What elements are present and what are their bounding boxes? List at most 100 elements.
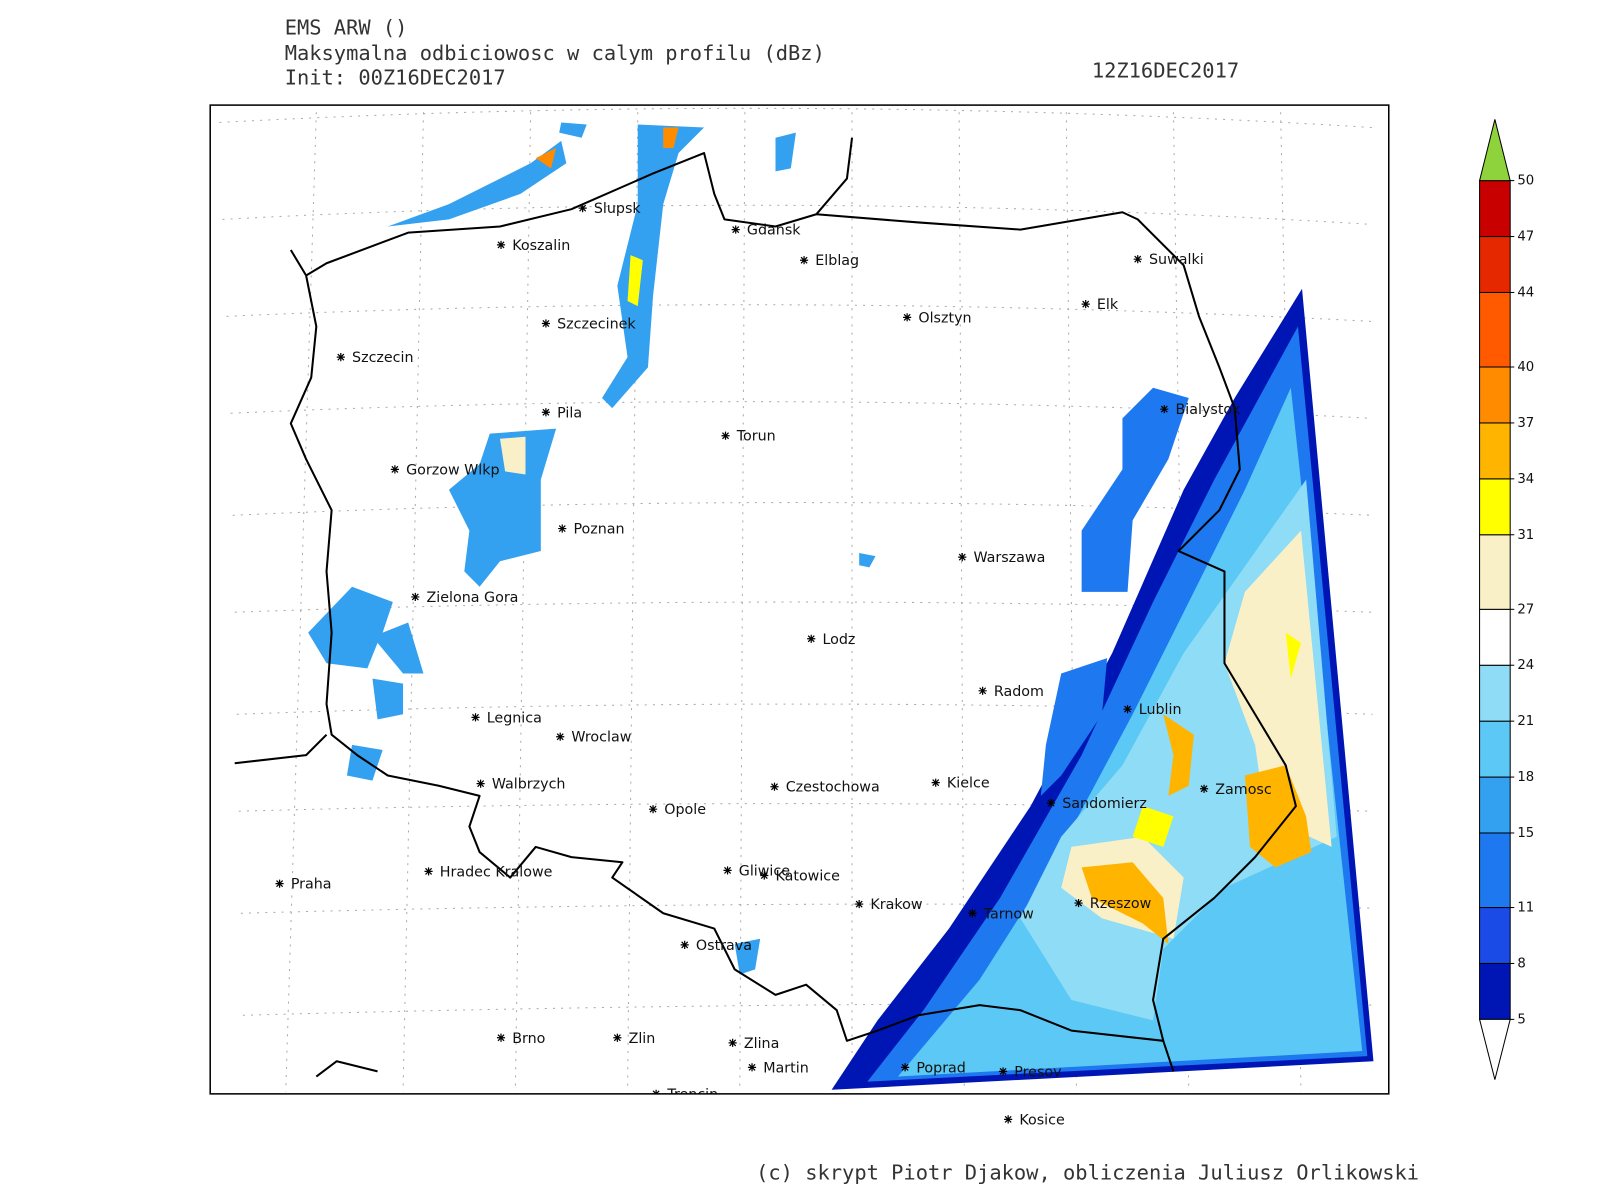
city-marker: [471, 713, 480, 722]
precip-area: [1081, 387, 1189, 592]
legend-band: [1479, 962, 1511, 1020]
borders: [234, 137, 1297, 1078]
init-time: Init: 00Z16DEC2017: [285, 66, 506, 90]
city-label: Elblag: [815, 253, 859, 269]
city-label: Olsztyn: [918, 310, 971, 326]
city-label: Bialystok: [1176, 402, 1242, 418]
city-marker: [728, 1038, 737, 1047]
legend-band: [1479, 291, 1511, 368]
legend-label: 44: [1517, 285, 1534, 300]
legend-label: 15: [1517, 826, 1534, 841]
city-marker: [496, 240, 506, 249]
city-label: Kielce: [947, 776, 990, 792]
city-label: Tarnow: [983, 906, 1034, 922]
map-area: Slupsk Koszalin Gdansk Elblag Suwalki Elk Szcz…: [219, 107, 1374, 1094]
city-label: Legnica: [487, 710, 542, 726]
legend-band: [1479, 180, 1511, 238]
city-layer: Slupsk Koszalin Gdansk Elblag Suwalki Elk Szcz…: [275, 201, 1272, 1094]
city-marker: [1004, 1115, 1013, 1124]
city-label: Presov: [1014, 1064, 1062, 1080]
city-marker: [680, 940, 689, 949]
legend-label: 50: [1517, 174, 1534, 189]
legend-label: 34: [1517, 472, 1534, 487]
city-label: Torun: [736, 429, 776, 445]
legend-label: 47: [1517, 230, 1534, 245]
city-marker: [958, 553, 967, 562]
city-marker: [721, 431, 730, 440]
valid-time: 12Z16DEC2017: [1092, 59, 1239, 83]
city-label: Gorzow Wlkp: [406, 462, 499, 478]
legend-band: [1479, 422, 1511, 480]
field-title: Maksymalna odbiciowosc w calym profilu (…: [285, 41, 825, 65]
city-marker: [1046, 798, 1056, 808]
city-marker: [476, 779, 485, 788]
city-marker: [411, 592, 420, 602]
city-marker: [747, 1063, 757, 1072]
city-label: Opole: [664, 802, 706, 818]
city-marker: [336, 353, 345, 362]
city-label: Radom: [994, 684, 1044, 700]
city-marker: [1133, 255, 1142, 264]
legend-label: 31: [1517, 528, 1534, 543]
city-marker: [1081, 299, 1090, 309]
legend-band: [1479, 832, 1511, 909]
legend-label: 27: [1517, 602, 1534, 617]
city-label: Sandomierz: [1062, 796, 1147, 812]
legend-band: [1479, 236, 1511, 293]
city-label: Rzeszow: [1090, 896, 1152, 912]
legend-band: [1479, 776, 1511, 834]
city-label: Slupsk: [594, 201, 642, 217]
city-marker: [807, 634, 816, 643]
city-label: Hradec Kralowe: [440, 864, 553, 880]
precip-core: [663, 127, 679, 148]
city-marker: [968, 909, 977, 918]
legend-band: [1479, 664, 1511, 722]
city-marker: [648, 805, 658, 814]
city-label: Ostrava: [696, 938, 752, 954]
city-label: Warszawa: [973, 550, 1045, 566]
legend-over: [1478, 119, 1511, 182]
city-label: Elk: [1097, 297, 1119, 313]
city-marker: [770, 782, 779, 791]
scaled-root: EMS ARW () Maksymalna odbiciowosc w caly…: [209, 16, 1534, 1185]
footer-credit: (c) skrypt Piotr Djakow, obliczenia Juli…: [756, 1161, 1419, 1185]
city-label: Czestochowa: [786, 780, 880, 796]
map-frame: [209, 104, 1390, 1095]
precip-area: [1224, 530, 1332, 847]
precip-area: [602, 124, 705, 409]
city-label: Wroclaw: [571, 730, 631, 746]
city-marker: [998, 1067, 1008, 1076]
legend-label: 11: [1517, 901, 1534, 916]
city-marker: [978, 686, 987, 695]
legend-label: 18: [1517, 770, 1534, 785]
legend-band: [1479, 478, 1511, 536]
city-label: Suwalki: [1149, 252, 1204, 268]
city-marker: [1160, 405, 1169, 414]
city-marker: [1123, 705, 1132, 714]
city-label: Poznan: [573, 522, 624, 538]
city-marker: [731, 225, 740, 234]
legend-band: [1479, 366, 1511, 424]
legend-label: 5: [1517, 1012, 1525, 1027]
city-label: Zamosc: [1215, 782, 1271, 798]
city-marker: [613, 1033, 622, 1042]
city-label: Szczecin: [352, 350, 414, 366]
city-label: Pila: [557, 405, 582, 421]
city-marker: [903, 313, 912, 322]
legend-under: [1478, 1018, 1511, 1080]
city-label: Zlin: [629, 1031, 656, 1047]
city-marker: [1199, 784, 1209, 793]
precip-area: [559, 122, 796, 172]
precip-area: [308, 553, 876, 975]
city-marker: [496, 1033, 506, 1042]
city-label: Kosice: [1019, 1112, 1065, 1128]
legend-band: [1479, 534, 1511, 610]
precip-core: [627, 255, 643, 307]
city-marker: [424, 867, 433, 876]
precip-core: [1132, 632, 1302, 847]
precip-fields: [308, 122, 1374, 1090]
city-marker: [558, 524, 567, 533]
precip-core: [499, 436, 526, 475]
